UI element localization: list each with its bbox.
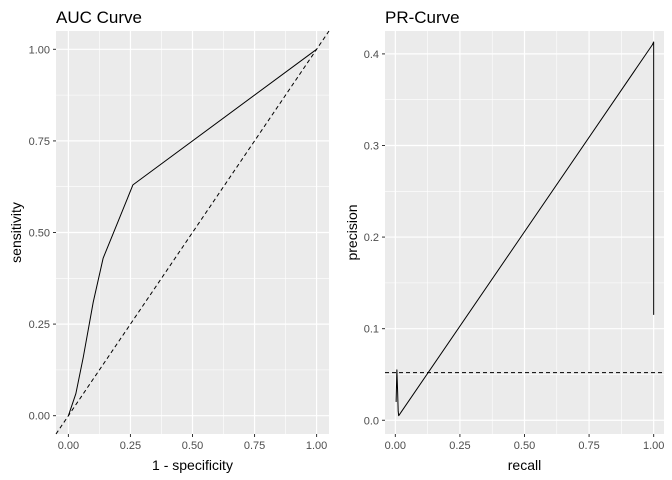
auc-y-tick-label: 0.25 [29, 319, 50, 331]
pr-x-tick-label: 0.25 [449, 440, 470, 452]
auc-x-tick-label: 0.75 [244, 440, 265, 452]
auc-ticks: 0.00 0.25 0.50 0.75 1.00 0.00 0.25 0.50 0.75 1.00 [29, 44, 328, 452]
pr-ticks: 0.00 0.25 0.50 0.75 1.00 0.0 0.1 0.2 0.3 0.4 [364, 49, 665, 452]
auc-chart-title: AUC Curve [56, 8, 142, 27]
auc-series [67, 48, 317, 416]
pr-y-tick-label: 0.2 [364, 232, 379, 244]
pr-curve-line [395, 41, 655, 417]
auc-y-axis-label: sensitivity [8, 202, 24, 263]
auc-major-grid [56, 31, 329, 434]
pr-x-tick-label: 0.00 [385, 440, 406, 452]
auc-x-axis-label: 1 - specificity [152, 457, 233, 473]
auc-y-tick-label: 0.00 [29, 411, 50, 423]
auc-x-tick-label: 0.00 [58, 440, 79, 452]
auc-chart: AUC Curve 0.00 0.25 0.50 0.75 1.000.000.250.… [8, 8, 330, 473]
auc-y-tick-label: 0.75 [29, 136, 50, 148]
pr-series [395, 41, 655, 417]
auc-x-tick-label: 0.50 [182, 440, 203, 452]
pr-y-tick-label: 0.0 [364, 415, 379, 427]
pr-y-tick-label: 0.3 [364, 140, 379, 152]
pr-chart: PR-Curve 0.00 0.25 0.50 0.75 1.000.00.10.20.… [344, 8, 664, 473]
auc-y-tick-label: 1.00 [29, 44, 50, 56]
auc-x-tick-label: 0.25 [120, 440, 141, 452]
pr-y-tick-label: 0.1 [364, 324, 379, 336]
pr-x-tick-label: 0.75 [578, 440, 599, 452]
auc-y-tick-label: 0.50 [29, 228, 50, 240]
pr-y-axis-label: precision [344, 204, 360, 260]
auc-curve-line [67, 48, 317, 416]
pr-x-tick-label: 1.00 [643, 440, 664, 452]
pr-x-tick-label: 0.50 [514, 440, 535, 452]
auc-x-tick-label: 1.00 [306, 440, 327, 452]
pr-x-axis-label: recall [508, 457, 541, 473]
pr-y-tick-label: 0.4 [364, 49, 379, 61]
pr-chart-title: PR-Curve [385, 8, 460, 27]
